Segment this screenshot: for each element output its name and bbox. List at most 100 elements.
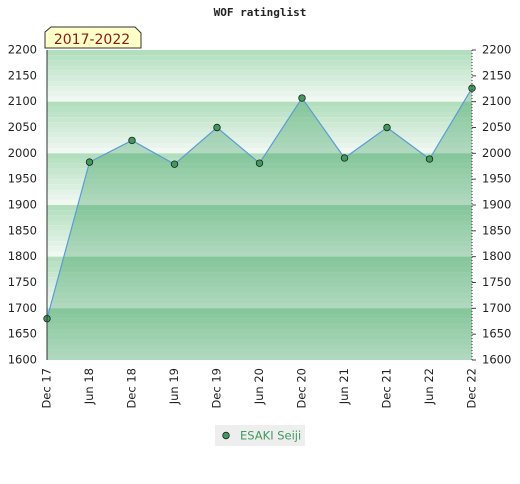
background-stripe bbox=[47, 298, 472, 304]
background-stripe bbox=[47, 334, 472, 340]
background-stripe bbox=[47, 137, 472, 143]
background-stripe bbox=[47, 251, 472, 257]
x-tick-label: Jun 18 bbox=[82, 368, 96, 405]
y-tick-label: 2200 bbox=[8, 43, 37, 57]
area bbox=[47, 88, 472, 360]
x-tick-label: Dec 22 bbox=[465, 368, 479, 409]
y2-tick-label: 2200 bbox=[482, 43, 511, 57]
chart-title: WOF ratinglist bbox=[214, 6, 307, 19]
background-stripe bbox=[47, 189, 472, 195]
y2-tick-label: 1850 bbox=[482, 223, 511, 237]
background-stripe bbox=[47, 256, 472, 262]
background-stripe bbox=[47, 101, 472, 107]
x-tick-label: Dec 20 bbox=[295, 368, 309, 409]
background-stripe bbox=[47, 50, 472, 56]
y2-tick-label: 1650 bbox=[482, 327, 511, 341]
legend-marker bbox=[222, 431, 230, 440]
background-stripe bbox=[47, 91, 472, 97]
background-stripe bbox=[47, 246, 472, 252]
marker bbox=[340, 154, 349, 162]
background-stripe bbox=[47, 318, 472, 324]
background-stripe bbox=[47, 117, 472, 123]
background-stripe bbox=[47, 282, 472, 288]
x-tick-label: Jun 20 bbox=[252, 368, 266, 405]
y2-tick-label: 2150 bbox=[482, 68, 511, 82]
background-stripe bbox=[47, 112, 472, 118]
background-stripe bbox=[47, 153, 472, 159]
x-tick-label: Jun 21 bbox=[337, 368, 351, 405]
marker bbox=[213, 123, 221, 132]
y2-tick-label: 1700 bbox=[482, 301, 511, 315]
background-stripe bbox=[47, 122, 472, 128]
background-stripe bbox=[47, 75, 472, 81]
background-stripe bbox=[47, 127, 472, 133]
legend-label: ESAKI Seiji bbox=[240, 429, 301, 443]
background-stripe bbox=[47, 261, 472, 267]
background-stripe bbox=[47, 236, 472, 242]
background-stripe bbox=[47, 339, 472, 345]
marker bbox=[255, 159, 264, 167]
background-stripe bbox=[47, 354, 472, 360]
x-tick-label: Jun 19 bbox=[167, 368, 181, 405]
background-stripe bbox=[47, 277, 472, 283]
y-tick-label: 1900 bbox=[8, 198, 37, 212]
x-tick-label: Dec 19 bbox=[210, 368, 224, 409]
background-stripe bbox=[47, 329, 472, 335]
background-stripe bbox=[47, 96, 472, 102]
y2-tick-label: 2000 bbox=[482, 146, 511, 160]
y-tick-label: 1700 bbox=[8, 301, 37, 315]
y-tick-label: 2050 bbox=[8, 120, 37, 134]
marker bbox=[383, 123, 391, 132]
background-stripe bbox=[47, 215, 472, 221]
background-stripe bbox=[47, 344, 472, 350]
y-tick-label: 1650 bbox=[8, 327, 37, 341]
background-stripe bbox=[47, 132, 472, 138]
background-stripe bbox=[47, 303, 472, 309]
annotation: 2017-2022 bbox=[54, 32, 130, 48]
y-tick-label: 1950 bbox=[8, 172, 37, 186]
y2-tick-label: 1600 bbox=[482, 353, 511, 367]
y2-tick-label: 2050 bbox=[482, 120, 511, 134]
background-stripe bbox=[47, 106, 472, 112]
y-tick-label: 1850 bbox=[8, 223, 37, 237]
background-stripe bbox=[47, 287, 472, 293]
background-stripe bbox=[47, 292, 472, 298]
background-stripe bbox=[47, 241, 472, 247]
y-tick-label: 2000 bbox=[8, 146, 37, 160]
marker bbox=[85, 158, 94, 166]
background-stripe bbox=[47, 70, 472, 76]
background-stripe bbox=[47, 81, 472, 87]
legend-box bbox=[215, 425, 305, 446]
y-tick-label: 2150 bbox=[8, 68, 37, 82]
background-stripe bbox=[47, 148, 472, 154]
y2-tick-label: 2100 bbox=[482, 94, 511, 108]
background-stripe bbox=[47, 86, 472, 92]
background-stripe bbox=[47, 220, 472, 226]
background-stripe bbox=[47, 55, 472, 61]
y2-tick-label: 1900 bbox=[482, 198, 511, 212]
background-stripe bbox=[47, 272, 472, 278]
marker bbox=[425, 155, 434, 163]
background-stripe bbox=[47, 267, 472, 273]
x-tick-label: Dec 21 bbox=[380, 368, 394, 409]
background-stripe bbox=[47, 205, 472, 211]
y-tick-label: 1600 bbox=[8, 353, 37, 367]
background-stripe bbox=[47, 323, 472, 329]
y-tick-label: 2100 bbox=[8, 94, 37, 108]
x-tick-label: Jun 22 bbox=[422, 368, 436, 405]
y2-tick-label: 1950 bbox=[482, 172, 511, 186]
background-stripe bbox=[47, 210, 472, 216]
background-stripe bbox=[47, 184, 472, 190]
x-tick-label: Dec 18 bbox=[125, 368, 139, 409]
background-stripe bbox=[47, 60, 472, 66]
marker bbox=[128, 136, 136, 145]
y-tick-label: 1800 bbox=[8, 249, 37, 263]
x-tick-label: Dec 17 bbox=[40, 368, 54, 409]
background-stripe bbox=[47, 308, 472, 314]
marker bbox=[468, 84, 476, 92]
background-stripe bbox=[47, 65, 472, 71]
annotation-box bbox=[44, 26, 142, 49]
background-stripe bbox=[47, 313, 472, 319]
